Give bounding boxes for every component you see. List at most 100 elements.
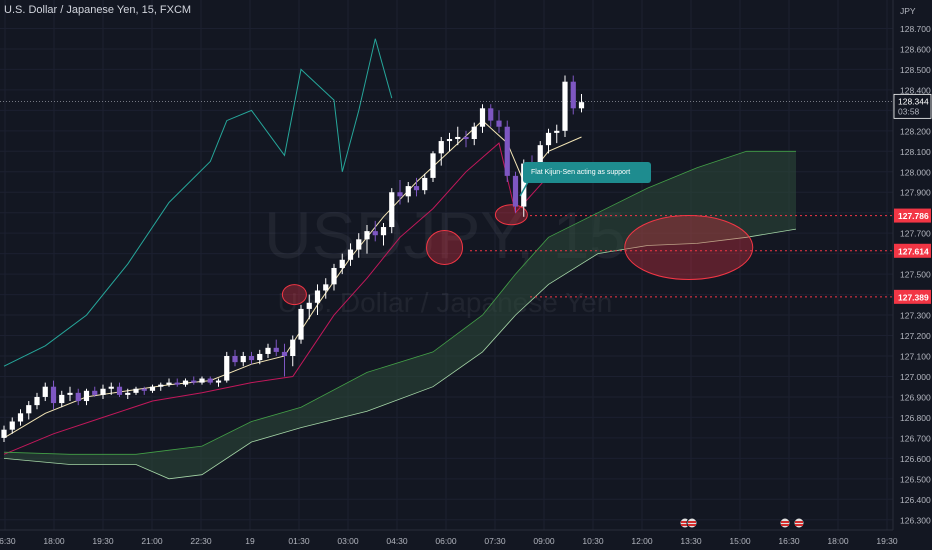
callout-pointer (519, 181, 529, 197)
candle-body (191, 380, 197, 383)
time-tick-label: 13:30 (680, 536, 702, 546)
candle-body (83, 390, 90, 402)
price-tick-label: 128.600 (900, 44, 931, 54)
candle-body (372, 231, 378, 236)
grid-lines (0, 0, 893, 530)
candle-body (67, 392, 73, 395)
price-tick-label: 126.500 (900, 474, 931, 484)
candle-body (323, 284, 329, 291)
price-tag (894, 289, 931, 304)
price-tick-label: 126.400 (900, 495, 931, 505)
candle-body (405, 186, 411, 197)
price-tick-label: 127.300 (900, 311, 931, 321)
candle-body (240, 356, 246, 363)
candle-body (166, 382, 172, 385)
candle-body (207, 378, 213, 383)
price-tick-label: 127.900 (900, 188, 931, 198)
candle-body (314, 290, 321, 303)
candle-body (199, 378, 205, 383)
candle-body (562, 81, 568, 131)
highlight-ellipse (426, 230, 464, 266)
candle-body (488, 108, 494, 121)
time-tick-label: 18:00 (43, 536, 65, 546)
price-tick-label: 128.500 (900, 65, 931, 75)
support-levels (0, 100, 893, 298)
time-axis[interactable]: 16:30 18:00 19:30 21:00 22:30 19 01:30 03:00 04:… (0, 529, 932, 550)
price-tick-label: 127.500 (900, 270, 931, 280)
event-flag-stripe (795, 524, 803, 526)
time-tick-label: 06:00 (435, 536, 457, 546)
candle-body (380, 227, 387, 236)
candle-body (545, 132, 552, 146)
candle-body (215, 380, 222, 383)
event-flag-stripe (688, 521, 696, 523)
price-tag-label: 127.389 (898, 292, 929, 302)
candle-body (455, 136, 461, 140)
candle-body (422, 177, 428, 191)
price-axis[interactable]: 128.700128.600128.500128.400128.300128.2… (892, 0, 932, 550)
time-tick-label: 16:30 (0, 536, 16, 546)
chart-title: U.S. Dollar / Japanese Yen, 15, FXCM (4, 4, 192, 16)
candle-body (248, 356, 255, 361)
price-tag-label: 127.786 (898, 211, 929, 221)
time-tick-label: 04:30 (386, 536, 408, 546)
time-tick-label: 12:00 (631, 536, 653, 546)
candle-body (364, 231, 370, 240)
current-price-label: 128.344 (898, 96, 929, 106)
candle-body (34, 396, 40, 406)
event-flag-icon (779, 517, 791, 529)
candle-body (50, 386, 57, 404)
time-tick-label: 18:00 (827, 536, 849, 546)
event-flag-icon (793, 517, 805, 529)
price-tag (894, 208, 931, 223)
event-flags (679, 517, 805, 529)
candle-body (306, 302, 312, 309)
event-flag-stripe (781, 521, 789, 523)
candle-body (26, 405, 32, 414)
price-tick-label: 126.300 (900, 515, 931, 525)
highlight-ellipse (624, 215, 754, 281)
price-axis-background (893, 0, 932, 550)
time-tick-label: 22:30 (190, 536, 212, 546)
candle-body (182, 380, 189, 385)
cloud-fill (4, 151, 796, 479)
time-tick-label: 01:30 (288, 536, 310, 546)
time-tick-label: 19:30 (876, 536, 898, 546)
time-tick-label: 10:30 (582, 536, 604, 546)
candle-body (108, 386, 114, 389)
price-tick-label: 127.100 (900, 352, 931, 362)
candle-body (339, 259, 345, 268)
highlight-ellipses (281, 204, 754, 306)
price-tick-label: 128.200 (900, 126, 931, 136)
event-flag-stripe (795, 521, 803, 523)
candle-body (331, 267, 337, 285)
candle-body (446, 139, 453, 142)
candle-body (479, 108, 486, 127)
time-tick-label: 15:00 (729, 536, 751, 546)
time-tick-label: 09:00 (533, 536, 555, 546)
candle-body (149, 386, 156, 391)
candles (1, 75, 585, 442)
senkou-span-a-line (3, 228, 797, 480)
time-tick-label: 21:00 (141, 536, 163, 546)
highlight-ellipse (494, 204, 528, 226)
candle-body (521, 163, 527, 207)
time-tick-label: 19:30 (92, 536, 114, 546)
watermark-name: U.S. Dollar / Japanese Yen (278, 287, 613, 318)
candle-body (389, 192, 395, 228)
candle-body (578, 102, 585, 109)
candle-body (438, 141, 444, 154)
annotation-callout: Flat Kijun-Sen acting as support (523, 162, 651, 183)
price-tick-label: 127.200 (900, 331, 931, 341)
candle-body (298, 308, 304, 340)
candle-body (59, 394, 65, 404)
candle-body (1, 429, 7, 438)
candle-body (257, 353, 263, 361)
candle-body (463, 136, 469, 140)
candle-body (554, 130, 560, 133)
event-flag-stripe (681, 521, 689, 523)
currency-label: JPY (900, 6, 916, 16)
event-flag-stripe (781, 524, 789, 526)
